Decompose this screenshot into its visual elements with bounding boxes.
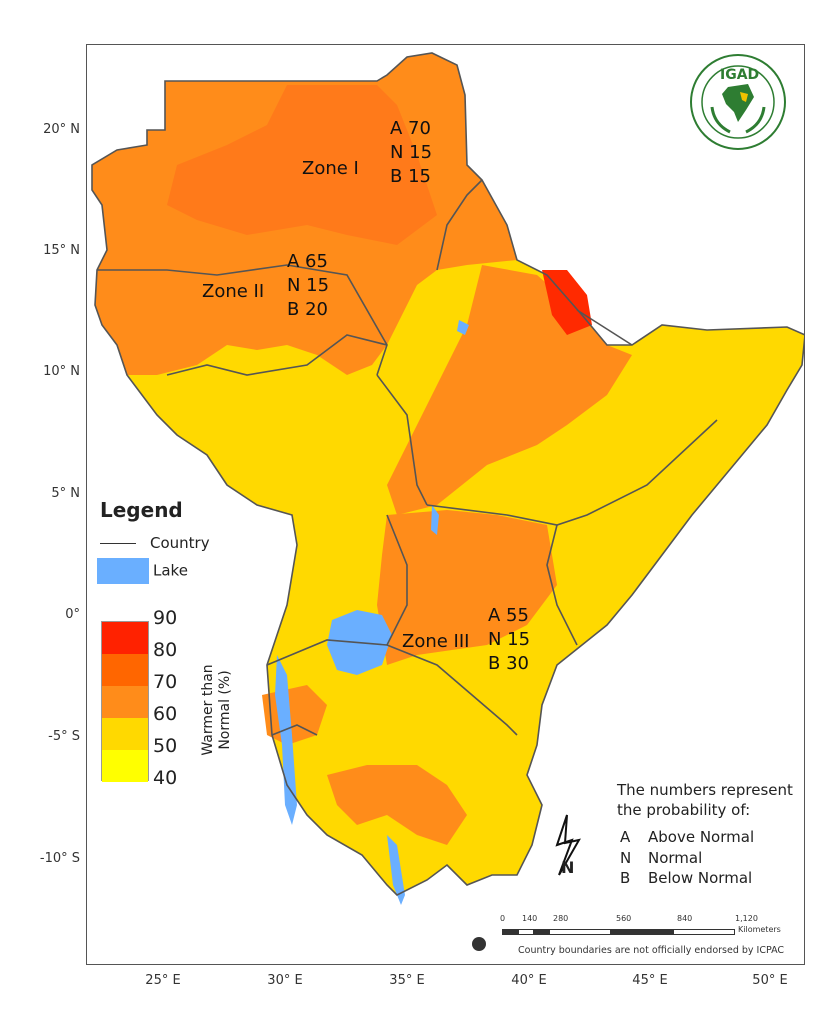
- lon-label-45e: 45° E: [632, 973, 668, 988]
- ramp-axis-line1: Warmer than: [200, 664, 216, 756]
- scale-tick-0: 0: [500, 914, 506, 923]
- zone-2-line-a: A 65: [287, 251, 328, 272]
- lat-label-10s: -10° S: [39, 851, 80, 866]
- scale-tick-1120: 1,120: [735, 914, 758, 923]
- ramp-label-50: 50: [153, 735, 178, 757]
- key-below-label: Below Normal: [648, 869, 753, 887]
- country-borders: [91, 52, 804, 896]
- igad-logo: IGAD: [688, 52, 788, 152]
- lat-label-5s: -5° S: [48, 729, 80, 744]
- lat-label-0: 0°: [65, 607, 80, 622]
- lon-label-35e: 35° E: [389, 973, 425, 988]
- legend-country-row: Country: [100, 534, 210, 552]
- key-below-letter: B: [620, 869, 631, 887]
- lat-label-20n: 20° N: [43, 122, 80, 137]
- zone-1-name: Zone I: [302, 158, 359, 179]
- key-normal: N Normal: [620, 849, 702, 867]
- key-normal-label: Normal: [648, 849, 703, 867]
- scale-tick-560: 560: [616, 914, 632, 923]
- zone-3-probs: A 55 N 15 B 30: [488, 604, 530, 676]
- legend-country-label: Country: [150, 534, 210, 552]
- lake-swatch: [97, 558, 149, 584]
- scale-unit: Kilometers: [738, 925, 781, 934]
- north-arrow-letter: N: [561, 858, 575, 877]
- zone-3-line-n: N 15: [488, 629, 531, 650]
- lake-malawi: [387, 835, 405, 905]
- lon-label-25e: 25° E: [145, 973, 181, 988]
- scale-tick-840: 840: [677, 914, 693, 923]
- key-above-letter: A: [620, 828, 631, 846]
- explanation-line1: The numbers represent: [617, 781, 793, 799]
- logo-text: IGAD: [720, 67, 760, 83]
- lon-label-40e: 40° E: [511, 973, 547, 988]
- zone-3-line-b: B 30: [488, 653, 529, 674]
- legend-title: Legend: [100, 498, 183, 522]
- country-line-swatch: [100, 543, 136, 544]
- zone-2-line-n: N 15: [287, 275, 330, 296]
- zone-2-line-b: B 20: [287, 299, 328, 320]
- lake-tanganyika: [275, 655, 297, 825]
- ramp-label-80: 80: [153, 639, 178, 661]
- ramp-axis-line2: Normal (%): [217, 670, 233, 750]
- zone-2-name: Zone II: [202, 281, 265, 302]
- lon-label-50e: 50° E: [752, 973, 788, 988]
- forecast-map: [91, 52, 804, 905]
- zone-1-line-n: N 15: [390, 142, 433, 163]
- ramp-swatch-60-70: [102, 686, 148, 718]
- explanation-line2: the probability of:: [617, 801, 751, 819]
- zone-3-line-a: A 55: [488, 605, 529, 626]
- ramp-swatch-70-80: [102, 654, 148, 686]
- lake-tana: [457, 320, 469, 335]
- explanation-text: The numbers represent the probability of…: [617, 780, 793, 820]
- zone-1-line-a: A 70: [390, 118, 431, 139]
- credit-text: Country boundaries are not officially en…: [518, 945, 785, 956]
- lat-label-5n: 5° N: [51, 486, 80, 501]
- map-frame: [86, 44, 805, 965]
- zone-3-name: Zone III: [402, 631, 470, 652]
- region-orange-central: [377, 510, 557, 665]
- zone-1-probs: A 70 N 15 B 15: [390, 117, 432, 189]
- ramp-label-60: 60: [153, 703, 178, 725]
- ramp-axis-label: Warmer than Normal (%): [200, 660, 234, 760]
- ramp-label-40: 40: [153, 767, 178, 789]
- ramp-swatch-50-60: [102, 718, 148, 750]
- region-red-highlands: [542, 270, 592, 335]
- color-ramp: [101, 621, 149, 782]
- scale-tick-140: 140: [522, 914, 538, 923]
- lat-label-15n: 15° N: [43, 243, 80, 258]
- key-normal-letter: N: [620, 849, 632, 867]
- north-arrow-glyph: [555, 814, 581, 876]
- ramp-swatch-80-90: [102, 622, 148, 654]
- legend-lake-row: Lake: [97, 558, 188, 584]
- key-above: A Above Normal: [620, 828, 754, 846]
- ramp-swatch-40-50: [102, 750, 148, 782]
- legend-lake-label: Lake: [153, 561, 188, 580]
- ramp-label-90: 90: [153, 607, 178, 629]
- lake-turkana: [431, 505, 439, 535]
- key-below: B Below Normal: [620, 869, 752, 887]
- region-darkorange-north: [167, 85, 437, 245]
- zone-1-line-b: B 15: [390, 166, 431, 187]
- compass-dot: [472, 937, 486, 951]
- ramp-label-70: 70: [153, 671, 178, 693]
- zone-2-probs: A 65 N 15 B 20: [287, 250, 329, 322]
- lon-label-30e: 30° E: [267, 973, 303, 988]
- scale-tick-280: 280: [553, 914, 569, 923]
- region-orange-south: [327, 765, 467, 845]
- key-above-label: Above Normal: [648, 828, 755, 846]
- lat-label-10n: 10° N: [43, 364, 80, 379]
